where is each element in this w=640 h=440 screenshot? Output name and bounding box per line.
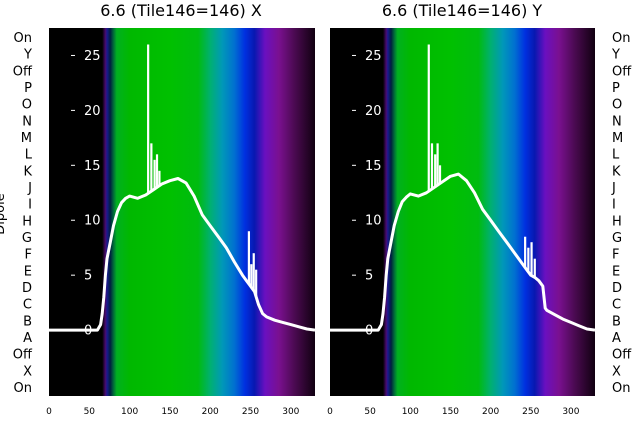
dipole-label-right: P (612, 81, 620, 96)
x-tick-label: 50 (84, 407, 96, 417)
dipole-label-left: F (25, 248, 32, 263)
dipole-label-left: H (22, 214, 32, 229)
x-tick-label: 150 (161, 407, 178, 417)
dipole-label-left: P (24, 81, 32, 96)
dipole-label-right: K (612, 164, 621, 179)
dipole-label-right: H (612, 214, 622, 229)
dipole-label-right: L (612, 148, 620, 163)
x-tick-label: 300 (282, 407, 299, 417)
overlay-y-tick-label: 25 (84, 49, 101, 64)
x-tick-label: 100 (402, 407, 419, 417)
heatmap-background (49, 28, 315, 396)
overlay-y-tick-label: 10 (84, 214, 101, 229)
dipole-label-right: B (612, 314, 621, 329)
dipole-label-left: G (22, 231, 32, 246)
x-tick-label: 200 (482, 407, 499, 417)
overlay-y-tick-label: 5 (365, 269, 373, 284)
dipole-label-left: I (28, 198, 32, 213)
dipole-label-left: A (23, 331, 32, 346)
x-tick-label: 0 (327, 407, 333, 417)
dipole-label-left: K (23, 164, 32, 179)
dipole-label-left: Y (23, 48, 32, 63)
dipole-label-left: B (23, 314, 32, 329)
dipole-label-right: N (612, 114, 622, 129)
y-axis-label: Dipole (0, 193, 8, 234)
dipole-label-right: E (612, 264, 620, 279)
x-tick-label: 100 (121, 407, 138, 417)
dipole-label-right: G (612, 231, 622, 246)
x-tick-label: 300 (562, 407, 579, 417)
dipole-label-right: Off (612, 64, 632, 79)
overlay-y-tick-label: 5 (84, 269, 92, 284)
x-tick-label: 250 (242, 407, 259, 417)
dipole-label-left: Off (13, 64, 33, 79)
dipole-label-right: C (612, 298, 621, 313)
dipole-label-left: On (14, 381, 32, 396)
dipole-label-left: N (22, 114, 32, 129)
dipole-label-right: Y (611, 48, 620, 63)
x-tick-label: 50 (364, 407, 376, 417)
x-tick-label: 0 (46, 407, 52, 417)
overlay-y-tick-label: 15 (84, 159, 101, 174)
dipole-label-right: J (611, 181, 616, 196)
panel-x-title: 6.6 (Tile146=146) X (100, 1, 262, 20)
panel-y-title: 6.6 (Tile146=146) Y (382, 1, 543, 20)
dipole-label-right: I (612, 198, 616, 213)
x-tick-label: 150 (442, 407, 459, 417)
heatmap-background (330, 28, 595, 396)
dipole-label-left: Off (13, 348, 33, 363)
profile-line (330, 172, 596, 332)
profile-line (49, 177, 316, 332)
dipole-label-right: M (612, 131, 623, 146)
dipole-label-right: On (612, 31, 630, 46)
panel-x: 6.6 (Tile146=146) X 0 50 100 150 200 250 30005… (46, 1, 316, 417)
dipole-label-left: On (14, 31, 32, 46)
dipole-label-left: E (24, 264, 32, 279)
overlay-y-tick-label: 10 (365, 214, 382, 229)
dipole-label-left: J (27, 181, 32, 196)
overlay-y-tick-label: 25 (365, 49, 382, 64)
dipole-label-right: X (612, 364, 621, 379)
overlay-y-tick-label: 20 (365, 104, 382, 119)
dipole-label-right: A (612, 331, 621, 346)
dipole-label-right: On (612, 381, 630, 396)
dipole-label-left: X (23, 364, 32, 379)
panel-y: 6.6 (Tile146=146) Y 0 50 100 150 200 250 30005… (327, 1, 596, 417)
dipole-label-left: L (25, 148, 33, 163)
dipole-label-left: C (23, 298, 32, 313)
dipole-label-left: M (21, 131, 32, 146)
dipole-label-left: D (22, 281, 32, 296)
dipole-label-left: O (22, 98, 32, 113)
dipole-label-right: Off (612, 348, 632, 363)
overlay-y-tick-label: 20 (84, 104, 101, 119)
overlay-y-tick-label: 15 (365, 159, 382, 174)
dipole-label-right: D (612, 281, 622, 296)
x-tick-label: 200 (202, 407, 219, 417)
dipole-label-right: F (612, 248, 619, 263)
x-tick-label: 250 (522, 407, 539, 417)
dipole-label-right: O (612, 98, 622, 113)
